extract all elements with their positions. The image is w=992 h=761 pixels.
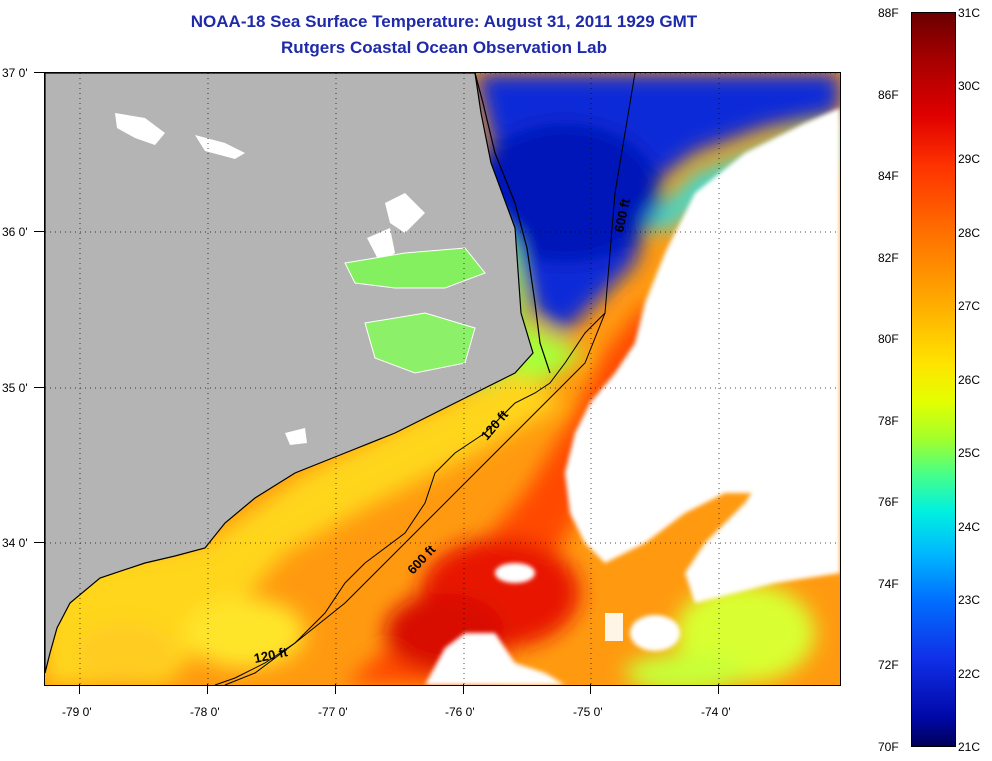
- colorbar-f-label: 86F: [878, 88, 899, 102]
- contour-label-120ft-south: 120 ft: [253, 644, 290, 666]
- colorbar-c-label: 27C: [958, 299, 981, 313]
- colorbar-f-label: 74F: [878, 577, 899, 591]
- colorbar-c-label: 24C: [958, 520, 981, 534]
- colorbar-f-label: 84F: [878, 169, 899, 183]
- lon-label-75: -75 0': [573, 705, 603, 719]
- lat-label-37: 37 0': [2, 66, 28, 80]
- colorbar-c-label: 31C: [958, 6, 981, 20]
- lat-label-36: 36 0': [2, 225, 28, 239]
- lon-label-79: -79 0': [62, 705, 92, 719]
- colorbar-f-label: 72F: [878, 658, 899, 672]
- colorbar-f-label: 82F: [878, 251, 899, 265]
- contour-label-600ft-north: 600 ft: [611, 197, 633, 234]
- colorbar-c-label: 30C: [958, 79, 981, 93]
- colorbar-c-label: 23C: [958, 593, 981, 607]
- sst-map: 600 ft 120 ft 600 ft 120 ft: [44, 72, 841, 686]
- colorbar-c-label: 28C: [958, 226, 981, 240]
- lon-label-77: -77 0': [318, 705, 348, 719]
- colorbar-c-label: 26C: [958, 373, 981, 387]
- colorbar-c-label: 29C: [958, 152, 981, 166]
- map-title: NOAA-18 Sea Surface Temperature: August …: [190, 12, 698, 31]
- lon-label-76: -76 0': [445, 705, 475, 719]
- colorbar-c-label: 25C: [958, 446, 981, 460]
- lon-label-74: -74 0': [701, 705, 731, 719]
- sst-map-image: 600 ft 120 ft 600 ft 120 ft: [45, 73, 840, 685]
- colorbar-c-label: 22C: [958, 667, 981, 681]
- colorbar-f-label: 80F: [878, 332, 899, 346]
- map-subtitle: Rutgers Coastal Ocean Observation Lab: [281, 38, 607, 57]
- colorbar-f-label: 88F: [878, 6, 899, 20]
- colorbar-f-label: 76F: [878, 495, 899, 509]
- lat-label-35: 35 0': [2, 381, 28, 395]
- lat-label-34: 34 0': [2, 536, 28, 550]
- temperature-colorbar: [911, 12, 956, 747]
- lon-label-78: -78 0': [190, 705, 220, 719]
- colorbar-c-label: 21C: [958, 740, 981, 754]
- colorbar-f-label: 70F: [878, 740, 899, 754]
- colorbar-f-label: 78F: [878, 414, 899, 428]
